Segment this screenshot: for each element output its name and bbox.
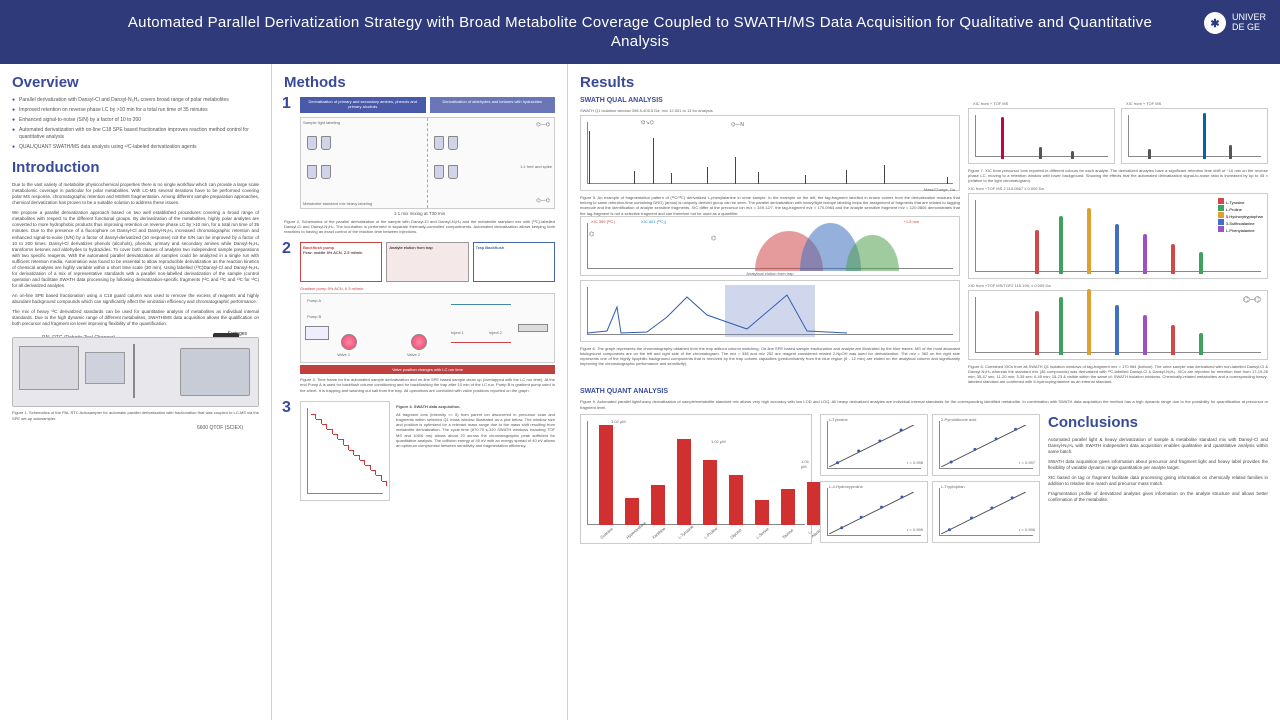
valve-bar: Valve position changes with LC run time [300, 365, 555, 374]
molecule-icon: ⌬—⌬ [536, 122, 550, 128]
xic-chromatogram: XIC from + TOF MS [1121, 108, 1268, 164]
overlay-chromatogram: XIC 399 (¹²C) XIC 401 (¹³C₂) +1.5 min ⌬ … [580, 216, 960, 276]
method-1: 1 Derivatization of primary and secondar… [284, 97, 555, 234]
figure-7-caption: Figure 7. XIC from precursor ions report… [968, 168, 1268, 184]
logo-text: UNIVER DE GE [1232, 13, 1266, 33]
methods-heading: Methods [284, 74, 555, 91]
valve-icon [411, 334, 427, 350]
calibration-plot: 2-Pyrrolidinone acid r = 0.997 [932, 414, 1040, 476]
valve-icon [341, 334, 357, 350]
ms-label: 6600 QTOF (SCIEX) [197, 425, 243, 431]
poster-title: Automated Parallel Derivatization Strate… [115, 13, 1165, 52]
method-3-number: 3 [282, 399, 291, 417]
introduction-text: Due to the vast variety of metabolite ph… [12, 182, 259, 327]
calibration-plot: L-4-Hydroxyproline r = 0.999 [820, 481, 928, 543]
results-column: Results SWATH QUAL ANALYSIS SWATH Q1 iso… [568, 64, 1280, 720]
overview-bullet: Parallel derivatization with Dansyl-Cl a… [12, 97, 259, 104]
calibration-plot: L-Tryptophan r = 0.996 [932, 481, 1040, 543]
qual-analysis-title: SWATH QUAL ANALYSIS [580, 97, 1268, 104]
structure-icon: ⌬—N [731, 122, 744, 128]
conclusions-heading: Conclusions [1048, 414, 1268, 431]
figure-5-caption: Figure 5. An example of fragmentation pa… [580, 195, 960, 216]
method-1-diagram: Sample light labeling Metabolite standar… [300, 117, 555, 209]
method-1-bottom-label: 1:1 mix mixing at T30 min [284, 211, 555, 216]
figure-1-caption: Figure 1. Schematics of the PAL RTC Auto… [12, 410, 259, 420]
results-right-panel: XIC from + TOF MS XIC from + TOF MS Figu… [968, 108, 1268, 384]
structure-icon: ⌬ [589, 231, 594, 238]
figure-4-title: Figure 4. SWATH data acquisition. [396, 404, 555, 409]
logo-badge-icon: ✱ [1204, 12, 1226, 34]
chromatogram-legend: L-TyrosineL-Proline5-Hydroxytryptophan3-… [1218, 198, 1263, 234]
figure-2-caption: Figure 2. Schematics of the parallel der… [284, 219, 555, 235]
figure-4-caption: All fragment ions (intensity >= 5) from … [396, 412, 555, 448]
xic-chromatogram: XIC from + TOF MS [968, 108, 1115, 164]
structure-icon: ⌬⎯⌬ [1243, 295, 1261, 305]
method-2-flow-diagram: Pump A Pump B Valve 1 Valve 2 Inject 1 I… [300, 293, 555, 363]
method-2: 2 Backflush pump Flow: mobile 5% ACN, 2.… [284, 242, 555, 393]
overview-bullet: Improved retention on reverse phase LC b… [12, 107, 259, 114]
method-2-number: 2 [282, 240, 291, 258]
multi-xic-chromatogram: L-TyrosineL-Proline5-Hydroxytryptophan3-… [968, 193, 1268, 279]
results-left-panel: SWATH Q1 isolation window 398.5-405.5 Da… [580, 108, 960, 384]
swath-window-chart [300, 401, 390, 501]
structure-icon: ⌬↘⌬ [641, 120, 654, 126]
figure-8-caption: Figure 8. Combined XICs from all SWATH Q… [968, 364, 1268, 385]
methods-column: Methods 1 Derivatization of primary and … [272, 64, 568, 720]
figure-1-instrument: PAL RTC (Robotic Tool Changer) Syringes … [12, 337, 259, 457]
banner-right: Derivatization of aldehydes and ketones … [430, 97, 556, 113]
overview-heading: Overview [12, 74, 259, 91]
university-logo: ✱ UNIVER DE GE [1204, 12, 1266, 34]
multi-xic-chromatogram: ⌬⎯⌬ [968, 290, 1268, 360]
introduction-heading: Introduction [12, 159, 259, 176]
figure-9-caption: Figure 9. Automated parallel light/heavy… [580, 399, 1268, 409]
calibration-plot: L-Tyrosine r = 0.998 [820, 414, 928, 476]
poster-header: Automated Parallel Derivatization Strate… [0, 0, 1280, 64]
results-heading: Results [580, 74, 1268, 91]
structure-icon: ⌬ [711, 235, 716, 242]
calibration-grid: L-Tyrosine r = 0.998 2-Pyrrolidinone aci… [820, 414, 1040, 544]
ms-spectrum: Mass/Charge, Da ⌬↘⌬ ⌬—N [580, 115, 960, 191]
overview-bullet: QUAL/QUANT SWATH/MS data analysis using … [12, 144, 259, 151]
overview-bullets: Parallel derivatization with Dansyl-Cl a… [12, 97, 259, 151]
instrument-diagram [12, 337, 259, 407]
method-3: 3 Figure 4. SWATH data acquisition. All … [284, 401, 555, 501]
trace-line [587, 287, 953, 335]
conclusions-block: Conclusions Automated parallel light & h… [1048, 414, 1268, 544]
figure-3-caption: Figure 3. Time frame for the automated s… [300, 377, 555, 393]
swath-staircase [311, 410, 387, 490]
overview-bullet: Automated derivatization with on-line C1… [12, 127, 259, 141]
overview-bullet: Enhanced signal-to-noise (S/N) by a fact… [12, 117, 259, 124]
figure-6-caption: Figure 6. The graph represents the chrom… [580, 346, 960, 367]
method-1-banner: Derivatization of primary and secondary … [300, 97, 555, 113]
left-column: Overview Parallel derivatization with Da… [0, 64, 272, 720]
method-2-header-boxes: Backflush pump Flow: mobile 5% ACN, 2.5 … [300, 242, 555, 282]
quant-analysis-title: SWATH QUANT ANALYSIS [580, 388, 1268, 395]
quant-bar-chart: 3.02 μM 1.02 μM 1.04 μM GuanineHypoxanth… [580, 414, 812, 544]
spe-trace: Analytical elution from trap [580, 280, 960, 342]
method-1-number: 1 [282, 95, 291, 113]
molecule-icon: ⌬—⌬ [536, 198, 550, 204]
banner-left: Derivatization of primary and secondary … [300, 97, 426, 113]
